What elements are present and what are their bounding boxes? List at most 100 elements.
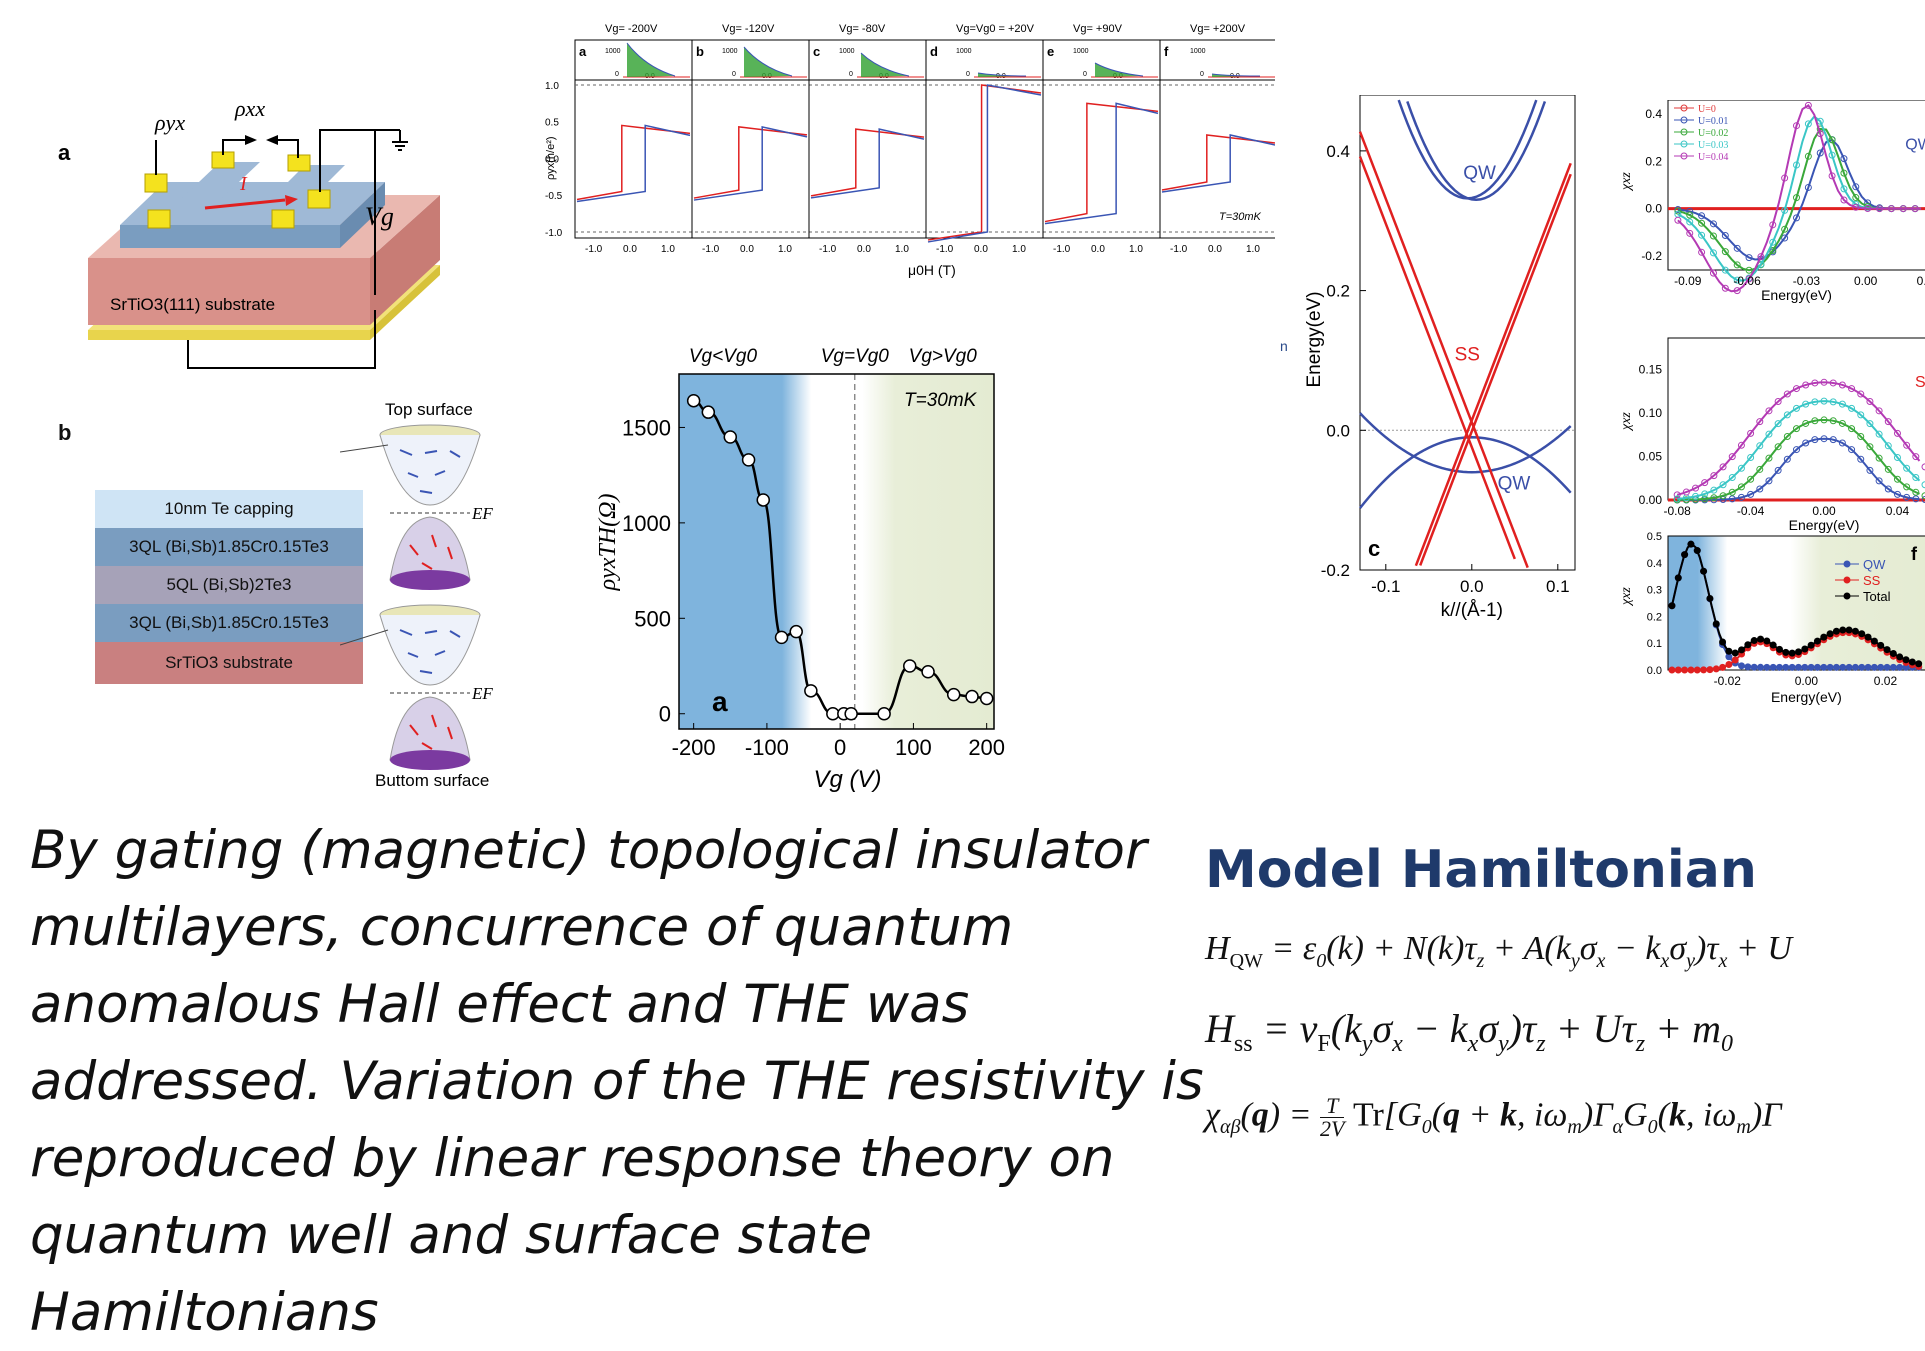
- chi-f-marker: [1845, 626, 1853, 634]
- chi-e-marker: [1903, 483, 1911, 491]
- chi-e-marker: [1765, 407, 1773, 415]
- hall-xtick: -1.0: [1170, 244, 1188, 255]
- chi-e-marker: [1747, 475, 1755, 483]
- chi-f-marker: [1757, 635, 1765, 643]
- band-structure-chart: 0.4 0.2 0.0 -0.2 -0.1 0.0 0.1 k//(Å-1) Energy(eV…: [1304, 95, 1576, 621]
- chi-e-marker: [1903, 493, 1911, 501]
- ss-band: [1358, 131, 1529, 569]
- chi-f-marker: [1889, 663, 1897, 671]
- chi-e-marker: [1710, 472, 1718, 480]
- chi-e-marker: [1884, 442, 1892, 450]
- chi-f-marker: [1877, 641, 1885, 649]
- chi-f-marker: [1788, 649, 1796, 657]
- chi-d-xlabel: Energy(eV): [1761, 287, 1832, 303]
- hall-loop-red: [927, 84, 1042, 241]
- chi-f-marker: [1832, 627, 1840, 635]
- legend-label: U=0.04: [1698, 152, 1728, 163]
- gate-label: Vg= -200V: [605, 23, 658, 35]
- band-letter: c: [1368, 536, 1380, 561]
- chi-f-marker: [1839, 663, 1847, 671]
- chi-f-marker: [1725, 661, 1733, 669]
- chi-e-curve: [1677, 418, 1920, 501]
- chi-d-marker: [1769, 221, 1777, 229]
- inset-tick: 1000: [839, 48, 855, 55]
- hall-loop-red: [810, 128, 925, 197]
- chi-xz-panels: U=0U=0.01U=0.02U=0.03U=0.04 0.4 0.2 0.0 -0.2…: [1619, 100, 1925, 705]
- chi-d-marker: [1793, 161, 1800, 169]
- chi-e-marker: [1673, 491, 1681, 499]
- hall-loop-red: [576, 124, 691, 201]
- chi-d-marker: [1721, 284, 1729, 292]
- chi-e-marker: [1783, 390, 1791, 398]
- ss-band: [1414, 162, 1572, 567]
- region-label: Vg=Vg0: [821, 346, 890, 367]
- chi-d-marker: [1698, 248, 1706, 256]
- chi-d-xtick: 0.00: [1854, 274, 1878, 288]
- chi-e-marker: [1774, 443, 1782, 451]
- legend-label: U=0.01: [1698, 116, 1728, 127]
- chi-d-marker: [1781, 174, 1789, 182]
- band-ytick: 0.0: [1326, 421, 1350, 440]
- the-draw: -200 -100 0 100 200 0 500 1000 1500 Vg (V) ρyxTH(Ω…: [595, 346, 1005, 793]
- chi-e-marker: [1884, 418, 1892, 426]
- chi-e-marker: [1875, 477, 1883, 485]
- chi-d-marker: [1828, 172, 1836, 180]
- region-below-vg0: [679, 374, 812, 729]
- band-xlabel: k//(Å-1): [1441, 600, 1503, 621]
- hall-frame: [574, 39, 1275, 239]
- chi-e-xtick: 0.00: [1812, 504, 1836, 518]
- chi-f-marker: [1763, 663, 1771, 671]
- chi-e-marker: [1737, 441, 1745, 449]
- chi-e-marker: [1737, 483, 1745, 491]
- chi-e-marker: [1848, 404, 1856, 412]
- chi-d-marker: [1840, 169, 1848, 177]
- chi-e-marker: [1912, 453, 1920, 461]
- hall-xtick: -1.0: [819, 244, 837, 255]
- chi-e-marker: [1756, 485, 1764, 493]
- chi-f-marker: [1706, 594, 1714, 602]
- chi-f-marker: [1788, 663, 1796, 671]
- data-point: [723, 430, 738, 444]
- chi-f-marker: [1757, 663, 1765, 671]
- chi-d-marker: [1793, 122, 1800, 130]
- chi-f-ytick: 0.0: [1647, 665, 1662, 677]
- chi-f-marker: [1902, 656, 1910, 664]
- hall-ytick: 0.0: [545, 154, 559, 165]
- legend-marker: [1680, 128, 1688, 136]
- chi-f-marker: [1858, 663, 1866, 671]
- chi-d-marker: [1804, 101, 1812, 109]
- the-resistivity-chart: -200 -100 0 100 200 0 500 1000 1500 Vg (V) ρyxTH(Ω…: [595, 346, 1005, 793]
- hall-xtick: -1.0: [936, 244, 954, 255]
- chi-e-marker: [1701, 479, 1709, 487]
- chi-d-marker: [1709, 232, 1717, 240]
- inset-curve: [1211, 73, 1261, 77]
- hall-xtick: 0.0: [974, 244, 988, 255]
- chi-f-marker: [1668, 602, 1676, 610]
- chi-d-marker: [1840, 155, 1848, 163]
- device-schematic: a I ρyx ρxx Vg SrTiO3(111) substrate: [58, 100, 440, 369]
- gate-label: Vg=Vg0 = +20V: [956, 23, 1035, 35]
- chi-e-marker: [1820, 397, 1828, 405]
- chi-e-marker: [1820, 435, 1828, 443]
- hall-panel-letter: a: [579, 44, 587, 59]
- chi-e-curve: [1676, 381, 1921, 496]
- chi-f-marker: [1807, 641, 1815, 649]
- chi-d-ytick: 0.2: [1645, 154, 1662, 168]
- chi-d-marker: [1709, 220, 1717, 228]
- chi-e-marker: [1802, 439, 1810, 447]
- chi-f-marker: [1902, 663, 1910, 671]
- chi-f-marker: [1832, 663, 1840, 671]
- chi-f-marker: [1769, 641, 1777, 649]
- surface-cones: Top surface EF EF Buttom surface: [340, 400, 493, 790]
- chi-f-marker: [1687, 666, 1695, 674]
- data-point: [946, 687, 961, 702]
- chi-e-marker: [1866, 397, 1874, 405]
- chi-e-marker: [1921, 463, 1925, 471]
- legend-label: U=0.03: [1698, 140, 1728, 151]
- legend-marker: [1680, 152, 1688, 160]
- inset-tick: 0: [615, 71, 619, 78]
- chi-d-marker: [1828, 136, 1836, 144]
- chi-f-marker: [1820, 633, 1828, 641]
- chi-f-ytick: 0.2: [1647, 611, 1662, 623]
- hall-xtick: 1.0: [1246, 244, 1260, 255]
